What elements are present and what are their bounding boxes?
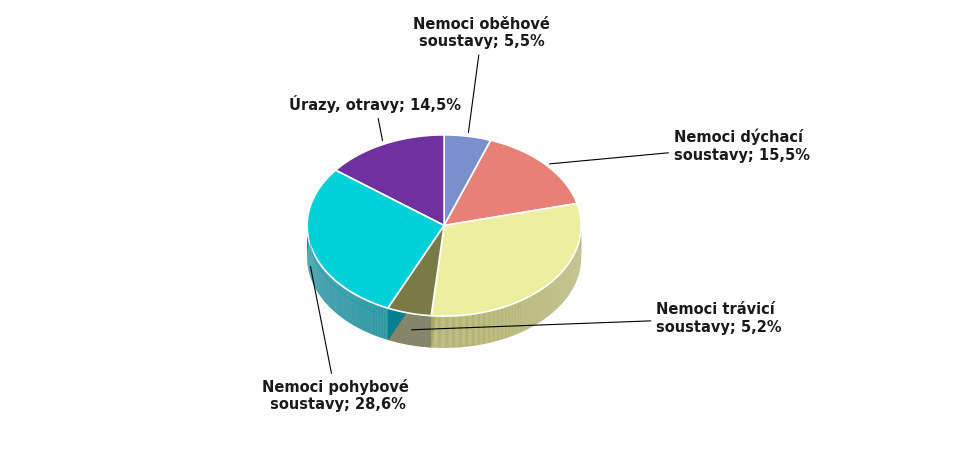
- Text: Nemoci pohybové
 soustavy; 28,6%: Nemoci pohybové soustavy; 28,6%: [263, 267, 409, 412]
- Polygon shape: [444, 140, 577, 226]
- Polygon shape: [388, 226, 444, 340]
- Polygon shape: [432, 226, 444, 348]
- Polygon shape: [432, 203, 581, 316]
- Polygon shape: [336, 135, 444, 226]
- Polygon shape: [388, 226, 444, 316]
- Polygon shape: [307, 170, 444, 308]
- Text: Úrazy, otravy; 14,5%: Úrazy, otravy; 14,5%: [290, 95, 461, 141]
- Text: Nemoci oběhové
soustavy; 5,5%: Nemoci oběhové soustavy; 5,5%: [413, 17, 550, 133]
- Polygon shape: [432, 226, 444, 348]
- Polygon shape: [444, 135, 491, 226]
- Text: Nemoci trávicí
soustavy; 5,2%: Nemoci trávicí soustavy; 5,2%: [411, 302, 782, 335]
- Polygon shape: [388, 226, 444, 340]
- Text: Nemoci dýchací
soustavy; 15,5%: Nemoci dýchací soustavy; 15,5%: [550, 129, 810, 164]
